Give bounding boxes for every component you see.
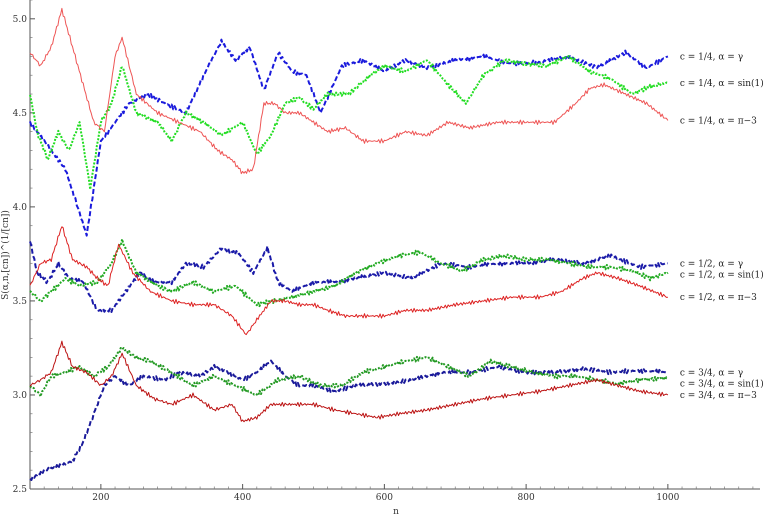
y-tick-label: 2.5 [13, 485, 28, 495]
y-tick-label: 4.0 [13, 203, 28, 213]
series-label-3: c = 1/4, α = π−3 [680, 116, 757, 126]
x-tick-label: 200 [92, 493, 109, 503]
series-line-7 [29, 359, 669, 481]
series-label-9: c = 3/4, α = π−3 [680, 391, 757, 401]
series-line-2 [29, 55, 669, 191]
series-line-8 [29, 347, 669, 398]
series-line-6 [29, 226, 668, 336]
series-line-1 [29, 38, 669, 237]
y-tick-label: 4.5 [13, 109, 28, 119]
series-layer [29, 7, 669, 481]
series-label-6: c = 1/2, α = π−3 [680, 293, 757, 303]
y-tick-label: 3.5 [13, 297, 28, 307]
series-line-4 [29, 241, 668, 313]
series-label-8: c = 3/4, α = sin(1) [680, 378, 763, 389]
axis-ticks: 200 400 600 800 1000 2.5 3.0 3.5 4.0 4.5 5.0 [13, 0, 754, 503]
x-tick-label: 800 [518, 493, 535, 503]
series-label-7: c = 3/4, α = γ [680, 368, 743, 378]
series-line-3 [29, 7, 669, 175]
y-axis-title: S(α,n,[cn])^(1/[cn]) [0, 210, 11, 300]
y-tick-label: 5.0 [13, 15, 28, 25]
x-tick-label: 600 [376, 493, 393, 503]
y-tick-label: 3.0 [13, 391, 28, 401]
series-label-5: c = 1/2, α = sin(1) [680, 269, 763, 280]
x-tick-label: 1000 [656, 493, 679, 503]
x-tick-label: 400 [234, 493, 251, 503]
x-axis-title: n [393, 507, 399, 517]
legend-labels: c = 1/4, α = γ c = 1/4, α = sin(1) c = 1/4… [680, 52, 763, 401]
series-label-1: c = 1/4, α = γ [680, 52, 743, 62]
series-label-4: c = 1/2, α = γ [680, 259, 743, 269]
series-label-2: c = 1/4, α = sin(1) [680, 78, 763, 89]
series-line-9 [29, 340, 669, 423]
series-line-5 [29, 238, 669, 308]
